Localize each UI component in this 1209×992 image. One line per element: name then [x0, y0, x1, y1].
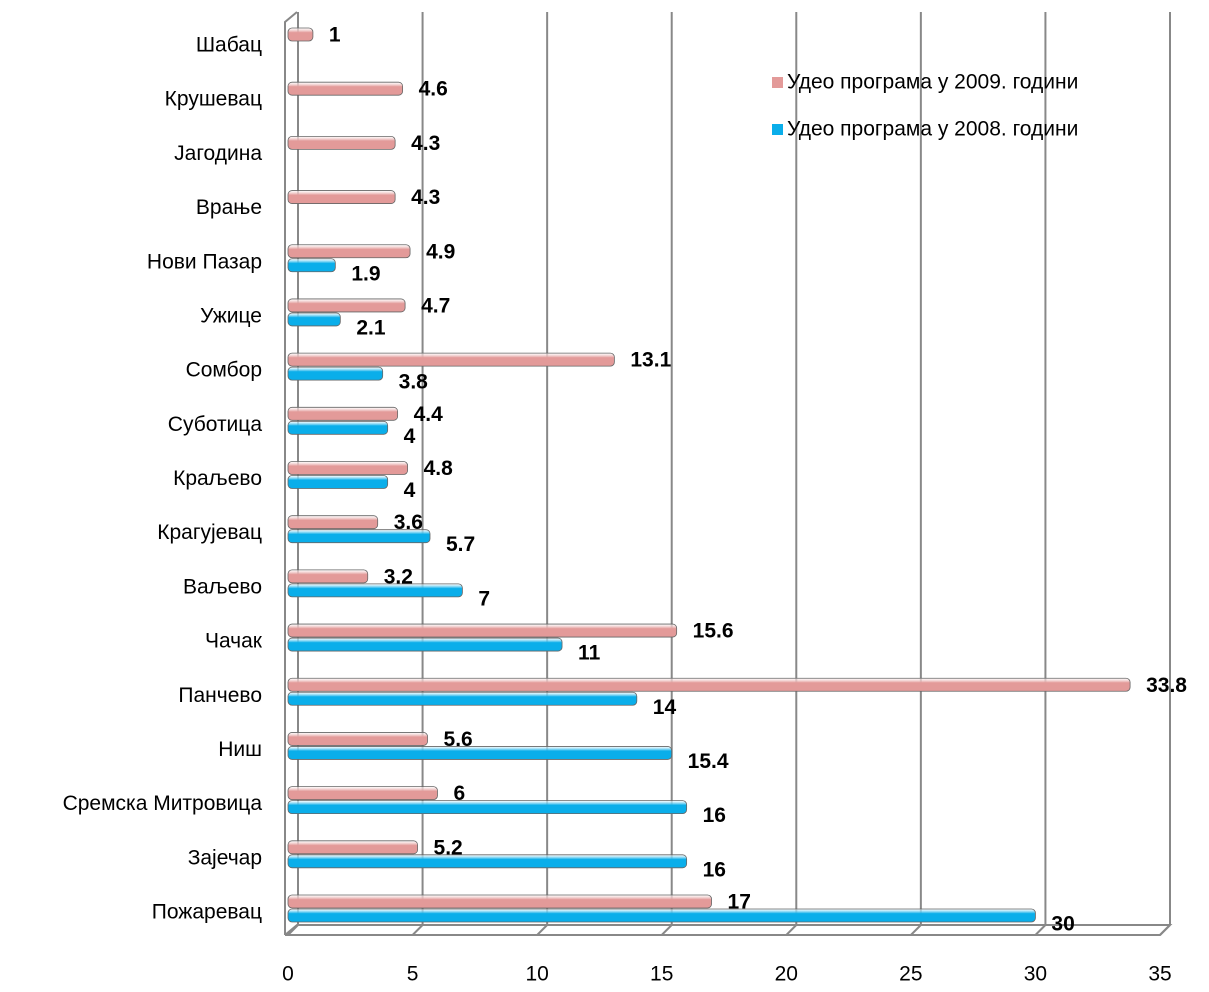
axis-wall	[284, 11, 298, 935]
x-tick-label: 25	[899, 963, 922, 986]
legend-label: Удео програма у 2009. години	[787, 71, 1078, 94]
bar	[287, 352, 615, 367]
data-label: 5.2	[434, 836, 463, 859]
tick-mark	[661, 924, 673, 936]
y-tick-label: Ужице	[200, 304, 262, 327]
y-tick-label: Сремска Митровица	[63, 792, 263, 815]
bar	[287, 583, 463, 598]
legend-label: Удео програма у 2008. години	[787, 118, 1078, 141]
legend-swatch	[772, 124, 783, 135]
data-label: 15.6	[693, 620, 734, 643]
data-label: 30	[1051, 913, 1074, 936]
bar	[287, 312, 341, 327]
bar	[287, 135, 396, 150]
data-label: 2.1	[356, 316, 386, 339]
bar	[287, 406, 399, 421]
bar	[287, 475, 389, 489]
x-tick-label: 10	[525, 963, 548, 986]
y-tick-label: Чачак	[205, 630, 263, 653]
data-label: 4.8	[424, 457, 454, 480]
x-tick-label: 15	[650, 963, 673, 986]
y-tick-label: Нови Пазар	[147, 250, 262, 273]
data-label: 4	[404, 425, 416, 448]
bar	[287, 691, 638, 706]
bar	[287, 786, 438, 801]
data-label: 1	[329, 24, 341, 47]
y-tick-label: Ваљево	[183, 575, 262, 598]
y-tick-label: Сомбор	[186, 359, 262, 382]
data-label: 4.7	[421, 294, 450, 317]
bar	[287, 800, 688, 815]
tick-mark	[536, 924, 548, 936]
data-label: 13.1	[630, 349, 671, 372]
y-tick-label: Панчево	[178, 684, 262, 707]
data-label: 17	[728, 891, 751, 914]
bar	[287, 529, 431, 544]
y-tick-label: Зајечар	[188, 846, 262, 869]
bar	[287, 854, 688, 869]
y-tick-label: Јагодина	[174, 142, 262, 165]
x-tick-label: 5	[407, 963, 419, 986]
tick-mark	[411, 924, 424, 936]
y-tick-label: Пожаревац	[152, 901, 262, 924]
bar	[287, 81, 404, 96]
data-label: 3.2	[384, 565, 413, 588]
bar	[287, 908, 1036, 923]
bar	[287, 732, 428, 746]
data-label: 6	[453, 782, 465, 805]
bar	[287, 569, 369, 584]
bar	[287, 420, 389, 435]
data-label: 11	[578, 642, 601, 665]
bar	[287, 366, 384, 381]
bar	[287, 258, 336, 273]
bar	[287, 746, 673, 760]
y-tick-label: Крагујевац	[157, 521, 262, 544]
y-tick-label: Краљево	[173, 467, 262, 490]
bar	[287, 623, 678, 638]
data-label: 4.3	[411, 186, 440, 209]
data-label: 14	[653, 696, 677, 719]
y-tick-label: Суботица	[168, 413, 263, 436]
data-label: 4.6	[419, 78, 448, 101]
tick-mark	[910, 924, 922, 936]
bar	[287, 298, 406, 313]
bar	[287, 840, 418, 855]
tick-mark	[785, 924, 797, 936]
bar	[287, 461, 408, 475]
y-tick-label: Ниш	[218, 738, 262, 761]
data-label: 4.3	[411, 132, 440, 155]
data-label: 33.8	[1146, 674, 1187, 697]
bar	[287, 894, 712, 909]
bar	[287, 27, 314, 42]
y-tick-label: Шабац	[196, 34, 262, 57]
y-tick-label: Врање	[196, 196, 262, 219]
x-tick-label: 20	[775, 963, 798, 986]
data-label: 7	[478, 587, 490, 610]
data-label: 3.6	[394, 511, 423, 534]
x-tick-label: 30	[1024, 963, 1047, 986]
tick-mark	[1034, 924, 1047, 936]
bar	[287, 515, 379, 530]
bar	[287, 190, 396, 204]
data-label: 3.8	[399, 371, 429, 394]
bar	[287, 637, 563, 652]
data-label: 1.9	[351, 262, 380, 285]
data-label: 5.6	[444, 728, 473, 751]
tick-mark	[1159, 924, 1171, 936]
bar	[287, 244, 411, 259]
x-tick-label: 35	[1148, 963, 1171, 986]
bar	[287, 677, 1131, 692]
data-label: 16	[703, 804, 726, 827]
data-label: 4.9	[426, 240, 455, 263]
tick-mark	[287, 924, 299, 936]
y-tick-label: Крушевац	[165, 88, 262, 111]
data-label: 16	[703, 858, 726, 881]
data-label: 15.4	[688, 750, 729, 773]
data-label: 4.4	[414, 403, 444, 426]
x-tick-label: 0	[282, 963, 294, 986]
data-label: 4	[404, 479, 416, 502]
legend-swatch	[772, 77, 783, 88]
data-label: 5.7	[446, 533, 475, 556]
